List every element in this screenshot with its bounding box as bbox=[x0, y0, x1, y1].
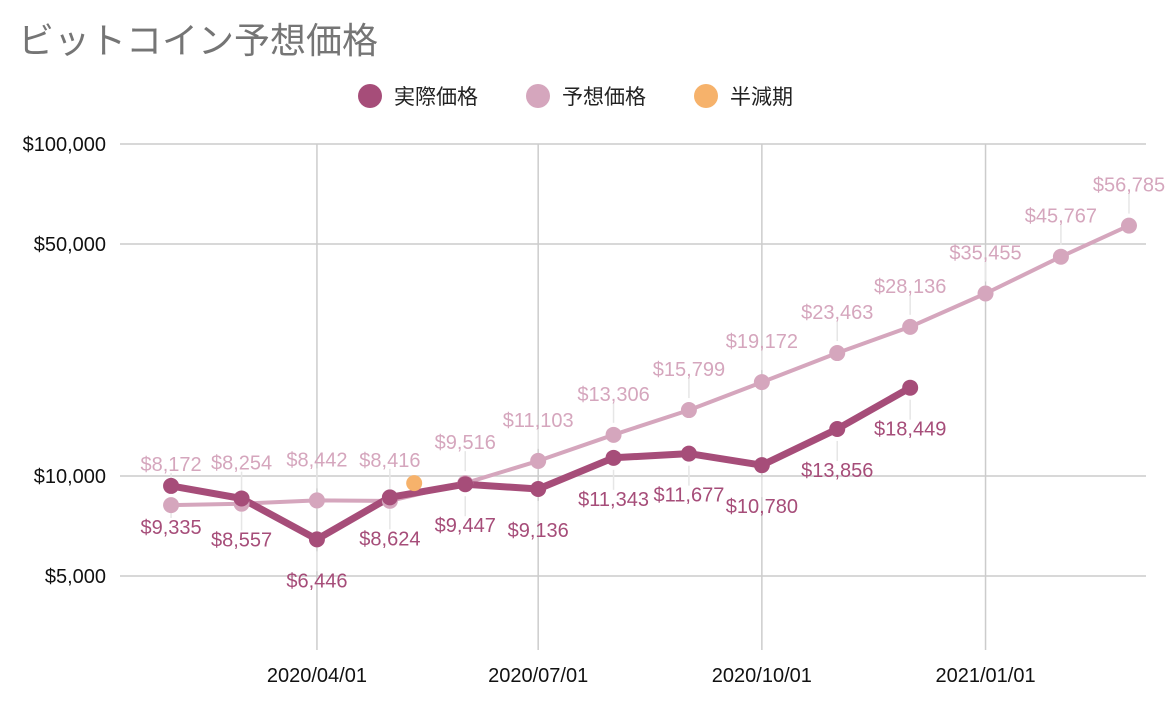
forecast-data-label: $45,767 bbox=[1025, 206, 1097, 228]
forecast-point bbox=[829, 345, 846, 362]
forecast-data-label: $23,463 bbox=[801, 302, 873, 324]
forecast-data-label: $8,416 bbox=[359, 450, 420, 472]
forecast-point bbox=[753, 374, 770, 391]
legend: 実際価格 予想価格 半減期 bbox=[0, 80, 1174, 112]
forecast-data-label: $8,254 bbox=[211, 453, 272, 475]
forecast-data-label: $8,172 bbox=[140, 454, 201, 476]
actual-point bbox=[163, 477, 180, 494]
forecast-data-label: $56,785 bbox=[1093, 175, 1165, 197]
legend-marker-actual bbox=[358, 84, 382, 108]
actual-data-label: $8,624 bbox=[359, 528, 420, 550]
actual-point bbox=[530, 481, 547, 498]
actual-point bbox=[381, 489, 398, 506]
legend-marker-halving bbox=[694, 84, 718, 108]
forecast-point bbox=[308, 492, 325, 509]
forecast-data-label: $28,136 bbox=[874, 276, 946, 298]
legend-item-actual[interactable]: 実際価格 bbox=[358, 80, 478, 112]
legend-label-actual: 実際価格 bbox=[394, 85, 478, 109]
actual-data-label: $10,780 bbox=[726, 496, 798, 518]
x-tick-label: 2020/10/01 bbox=[712, 665, 812, 687]
forecast-data-label: $9,516 bbox=[435, 432, 496, 454]
actual-point bbox=[753, 457, 770, 474]
y-tick-label: $10,000 bbox=[34, 466, 106, 488]
actual-data-label: $11,343 bbox=[578, 489, 649, 511]
actual-data-label: $11,677 bbox=[654, 485, 725, 507]
forecast-point bbox=[1120, 217, 1137, 234]
actual-data-label: $18,449 bbox=[874, 419, 946, 441]
forecast-series-line bbox=[169, 223, 1131, 508]
actual-point bbox=[829, 420, 846, 437]
legend-label-forecast: 予想価格 bbox=[562, 85, 646, 109]
halving-point bbox=[406, 475, 423, 492]
forecast-point bbox=[530, 452, 547, 469]
forecast-point bbox=[902, 318, 919, 335]
x-tick-label: 2020/07/01 bbox=[488, 665, 588, 687]
actual-point bbox=[680, 445, 697, 462]
actual-data-label: $9,136 bbox=[508, 520, 569, 542]
x-tick-label: 2020/04/01 bbox=[267, 665, 367, 687]
y-tick-label: $50,000 bbox=[34, 234, 106, 256]
actual-data-label: $8,557 bbox=[211, 529, 272, 551]
legend-marker-forecast bbox=[526, 84, 550, 108]
forecast-point bbox=[1052, 248, 1069, 265]
actual-data-label: $6,446 bbox=[286, 570, 347, 592]
forecast-point bbox=[977, 285, 994, 302]
y-tick-label: $100,000 bbox=[23, 134, 106, 156]
actual-point bbox=[308, 531, 325, 548]
forecast-data-label: $15,799 bbox=[653, 359, 725, 381]
legend-label-halving: 半減期 bbox=[730, 85, 793, 109]
forecast-data-label: $11,103 bbox=[503, 410, 574, 432]
actual-point bbox=[605, 449, 622, 466]
actual-point bbox=[233, 490, 250, 507]
forecast-data-label: $35,455 bbox=[949, 243, 1021, 265]
actual-data-label: $9,447 bbox=[435, 515, 496, 537]
chart-title: ビットコイン予想価格 bbox=[18, 21, 379, 62]
forecast-data-label: $13,306 bbox=[577, 384, 649, 406]
forecast-point bbox=[680, 402, 697, 419]
legend-item-halving[interactable]: 半減期 bbox=[694, 80, 793, 112]
actual-point bbox=[457, 476, 474, 493]
actual-point bbox=[902, 379, 919, 396]
legend-item-forecast[interactable]: 予想価格 bbox=[526, 80, 646, 112]
forecast-data-label: $19,172 bbox=[726, 331, 798, 353]
forecast-point bbox=[163, 497, 180, 514]
actual-data-label: $9,335 bbox=[140, 517, 201, 539]
forecast-data-label: $8,442 bbox=[286, 449, 347, 471]
x-tick-label: 2021/01/01 bbox=[935, 665, 1035, 687]
forecast-point bbox=[605, 426, 622, 443]
y-tick-label: $5,000 bbox=[45, 566, 106, 588]
actual-data-label: $13,856 bbox=[801, 460, 873, 482]
